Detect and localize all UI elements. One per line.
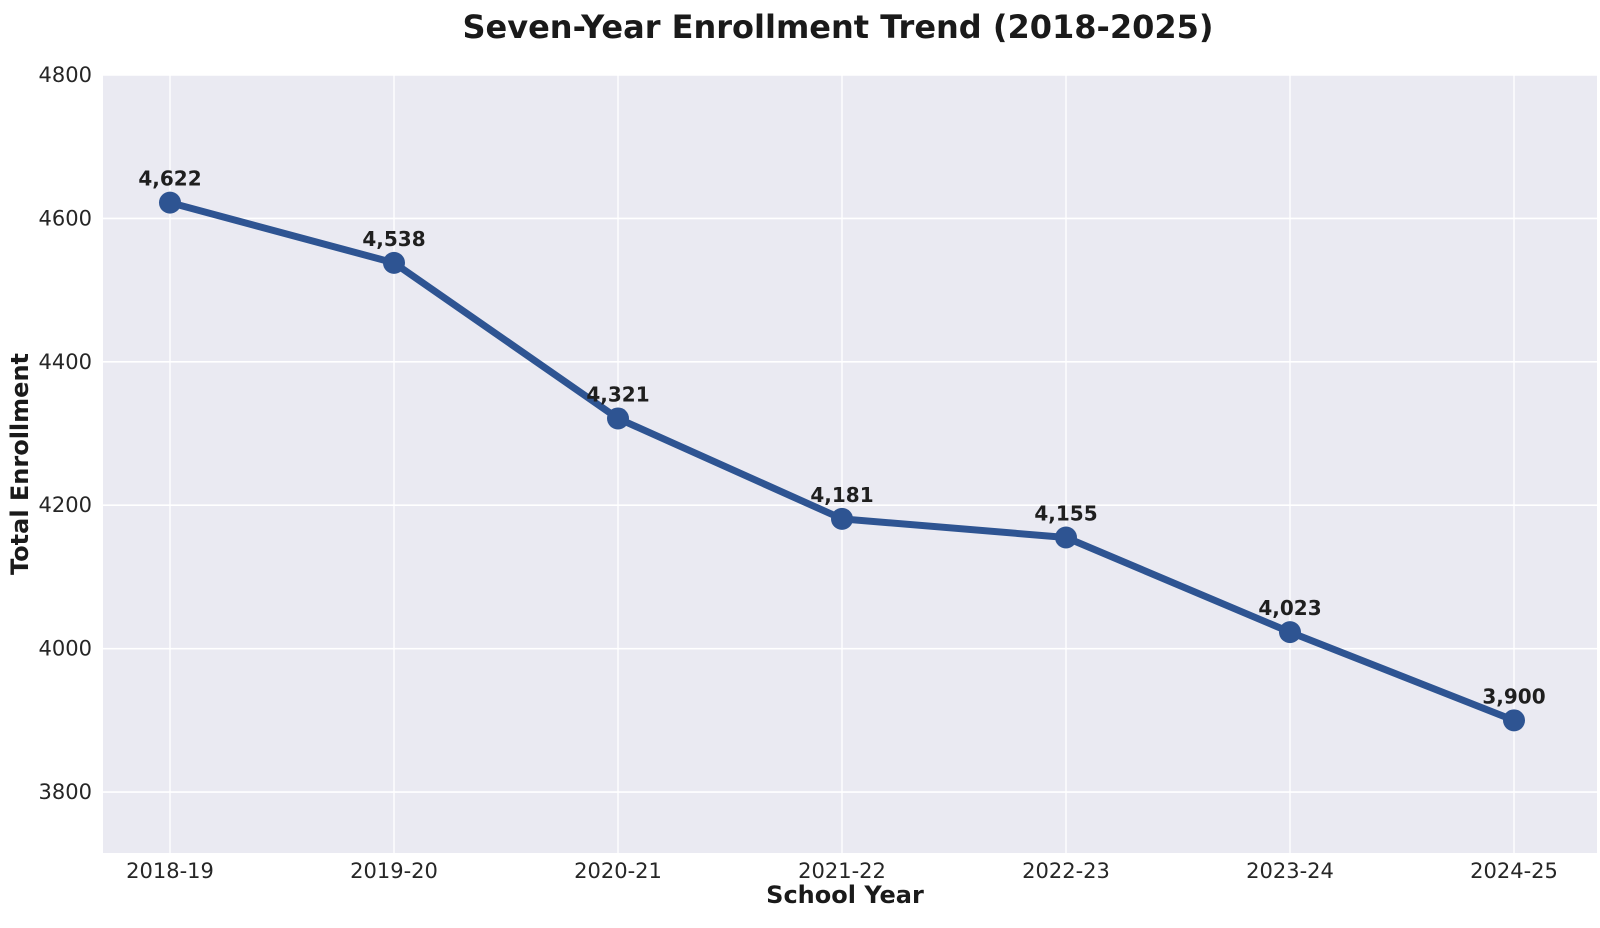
data-point-label: 4,155 bbox=[1034, 501, 1097, 525]
x-tick-label: 2022-23 bbox=[1022, 859, 1110, 883]
y-tick-label: 4200 bbox=[39, 493, 92, 517]
x-tick-label: 2024-25 bbox=[1470, 859, 1558, 883]
x-tick-label: 2023-24 bbox=[1246, 859, 1334, 883]
data-point bbox=[1503, 709, 1525, 732]
y-tick-label: 3800 bbox=[39, 780, 92, 804]
data-point bbox=[159, 191, 181, 214]
chart-title: Seven-Year Enrollment Trend (2018-2025) bbox=[462, 8, 1213, 46]
x-axis-label: School Year bbox=[766, 881, 924, 909]
data-point bbox=[383, 251, 405, 274]
data-point-label: 4,321 bbox=[586, 382, 649, 406]
data-point-label: 4,538 bbox=[362, 227, 425, 251]
y-tick-label: 4600 bbox=[39, 206, 92, 230]
data-point bbox=[607, 407, 629, 430]
data-point bbox=[1279, 621, 1301, 644]
data-point-label: 3,900 bbox=[1482, 684, 1545, 708]
x-tick-label: 2018-19 bbox=[126, 859, 214, 883]
data-point-label: 4,181 bbox=[810, 483, 873, 507]
y-tick-label: 4800 bbox=[39, 63, 92, 87]
data-point-label: 4,622 bbox=[138, 167, 201, 191]
plot-background bbox=[103, 75, 1597, 853]
y-tick-label: 4400 bbox=[39, 350, 92, 374]
x-tick-label: 2019-20 bbox=[350, 859, 438, 883]
data-point bbox=[831, 507, 853, 530]
y-axis-label: Total Enrollment bbox=[6, 353, 34, 575]
data-point-label: 4,023 bbox=[1258, 596, 1321, 620]
data-point bbox=[1055, 526, 1077, 549]
y-tick-label: 4000 bbox=[39, 637, 92, 661]
x-tick-label: 2021-22 bbox=[798, 859, 886, 883]
x-tick-label: 2020-21 bbox=[574, 859, 662, 883]
plot-area: 3800 4000 4200 4400 4600 4800 2018-19 2019-20 20… bbox=[39, 63, 1597, 883]
